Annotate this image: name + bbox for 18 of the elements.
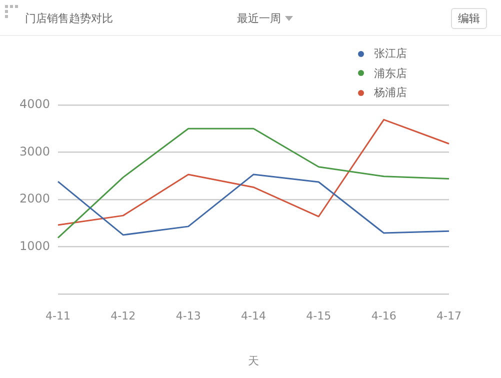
x-tick-label: 4-13 [176,309,201,322]
legend-label: 杨浦店 [374,85,407,100]
y-tick-label: 2000 [19,192,50,206]
y-tick-label: 3000 [19,144,50,158]
x-tick-label: 4-14 [241,309,266,322]
x-tick-label: 4-16 [371,309,396,322]
y-tick-label: 4000 [19,97,50,112]
legend-label: 浦东店 [374,66,407,81]
x-tick-label: 4-15 [306,309,332,322]
chart-title: 门店销售趋势对比 [25,11,113,26]
text: 编辑 [451,8,487,29]
x-tick-label: 4-17 [436,309,462,322]
legend-label: 张江店 [374,46,407,62]
x-axis-title: 天 [248,354,259,368]
x-tick-label: 4-11 [46,309,70,322]
y-tick-label: 1000 [19,238,50,253]
x-tick-label: 4-12 [110,309,136,322]
text: 最近一周 [237,11,282,26]
